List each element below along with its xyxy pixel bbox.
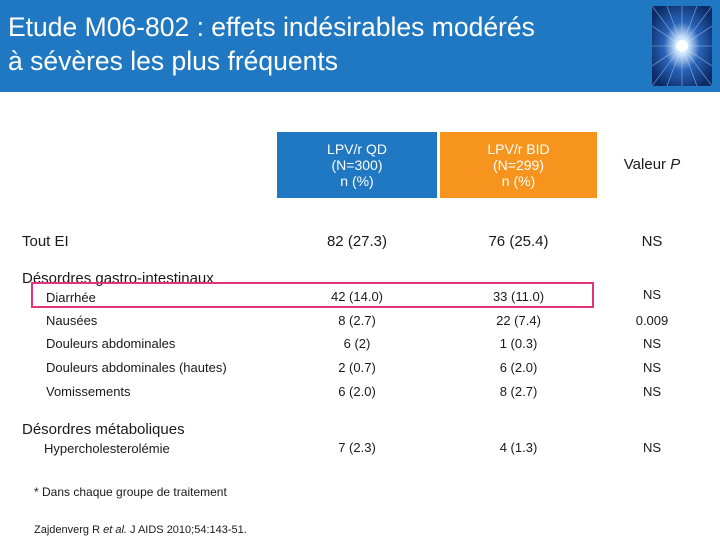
slide-title: Etude M06-802 : effets indésirables modé…	[8, 10, 648, 78]
cell-hyperchol-qd: 7 (2.3)	[338, 440, 376, 455]
row-label-vomissements: Vomissements	[46, 384, 131, 399]
cell-tout-ei-qd: 82 (27.3)	[326, 233, 388, 250]
title-line-2: à sévères les plus fréquents	[8, 46, 338, 76]
starburst-logo-icon	[652, 6, 712, 86]
reference-journal: J AIDS 2010;54:143-51.	[126, 524, 247, 536]
slide-header: Etude M06-802 : effets indésirables modé…	[0, 0, 720, 92]
row-label-hypercholesterolemie: Hypercholesterolémie	[44, 441, 170, 456]
reference-authors: Zajdenverg R	[34, 524, 104, 536]
cell-douleurs-qd: 6 (2)	[343, 336, 371, 351]
cell-hyperchol-bid: 4 (1.3)	[499, 440, 538, 455]
cell-nausees-bid: 22 (7.4)	[496, 313, 541, 328]
cell-vomissements-p: NS	[642, 384, 662, 399]
column-header-lpvr-bid: LPV/r BID (N=299) n (%)	[440, 132, 597, 198]
column-qd-name: LPV/r QD	[327, 141, 387, 157]
cell-diarrhee-p: NS	[642, 287, 662, 302]
column-qd-unit: n (%)	[340, 173, 374, 189]
footnote: * Dans chaque groupe de traitement	[34, 485, 227, 499]
row-label-diarrhee: Diarrhée	[46, 290, 96, 305]
p-value-label: Valeur	[623, 156, 671, 173]
column-bid-unit: n (%)	[501, 173, 536, 189]
cell-hyperchol-p: NS	[642, 440, 662, 455]
row-label-tout-ei: Tout EI	[22, 233, 69, 250]
cell-tout-ei-bid: 76 (25.4)	[488, 233, 549, 250]
cell-diarrhee-bid: 33 (11.0)	[492, 289, 545, 304]
cell-nausees-qd: 8 (2.7)	[338, 313, 376, 328]
reference-etal: et al.	[103, 524, 127, 536]
column-bid-n: (N=299)	[493, 157, 544, 173]
highlight-box	[31, 282, 594, 308]
row-label-nausees: Nausées	[46, 313, 98, 328]
row-label-douleurs-hautes: Douleurs abdominales (hautes)	[46, 360, 227, 375]
cell-vomissements-qd: 6 (2.0)	[338, 384, 376, 399]
cell-douleurs-p: NS	[642, 336, 662, 351]
cell-diarrhee-qd: 42 (14.0)	[330, 289, 384, 304]
cell-douleurs-hautes-bid: 6 (2.0)	[499, 360, 538, 375]
cell-douleurs-hautes-p: NS	[642, 360, 662, 375]
section-metabolique: Désordres métaboliques	[22, 421, 185, 438]
row-label-douleurs-abdominales: Douleurs abdominales	[46, 336, 176, 351]
p-value-italic: P	[670, 156, 681, 173]
reference: Zajdenverg R et al. J AIDS 2010;54:143-5…	[34, 524, 247, 536]
column-header-p-value: Valeur P	[597, 132, 707, 198]
cell-tout-ei-p: NS	[641, 233, 663, 250]
title-line-1: Etude M06-802 : effets indésirables modé…	[8, 12, 535, 42]
cell-nausees-p: 0.009	[635, 313, 669, 328]
column-qd-n: (N=300)	[331, 157, 383, 173]
cell-vomissements-bid: 8 (2.7)	[499, 384, 538, 399]
cell-douleurs-hautes-qd: 2 (0.7)	[338, 360, 376, 375]
column-header-lpvr-qd: LPV/r QD (N=300) n (%)	[277, 132, 437, 198]
cell-douleurs-bid: 1 (0.3)	[499, 336, 538, 351]
column-bid-name: LPV/r BID	[487, 141, 550, 157]
